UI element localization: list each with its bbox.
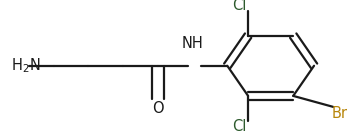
Text: Cl: Cl [232, 119, 247, 134]
Text: NH: NH [182, 36, 203, 51]
Text: H$_2$N: H$_2$N [11, 56, 41, 75]
Text: O: O [152, 101, 164, 116]
Text: Cl: Cl [232, 0, 247, 13]
Text: Br: Br [331, 106, 347, 121]
